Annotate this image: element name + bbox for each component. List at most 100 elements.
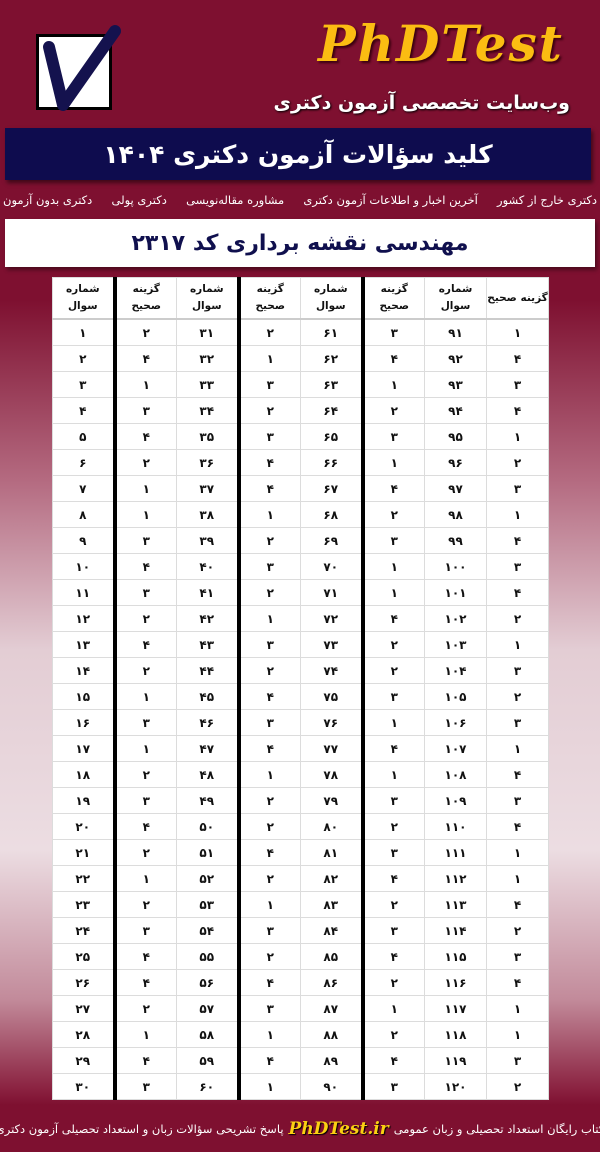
question-number: ۱۰۶: [424, 709, 487, 736]
question-number: ۶۵: [300, 423, 363, 450]
question-number: ۹: [52, 527, 115, 554]
correct-option: ۳: [112, 787, 177, 814]
brand-logo[interactable]: PhDTest: [318, 14, 564, 73]
question-number: ۹۹: [424, 527, 487, 554]
correct-option: ۴: [236, 839, 301, 866]
correct-option: ۲: [236, 813, 301, 840]
table-row: ۳ ۱ ۳۳ ۳ ۶۳ ۱ ۹۳ ۳: [52, 371, 549, 398]
question-number: ۸۰: [300, 813, 363, 840]
correct-option: ۲: [112, 657, 177, 684]
correct-option: ۳: [236, 423, 301, 450]
question-number: ۲۵: [52, 943, 115, 970]
question-number: ۳۳: [176, 371, 239, 398]
correct-option: ۳: [486, 1047, 549, 1074]
table-row: ۲۶ ۴ ۵۶ ۴ ۸۶ ۲ ۱۱۶ ۴: [52, 969, 549, 996]
table-row: ۲۷ ۲ ۵۷ ۳ ۸۷ ۱ ۱۱۷ ۱: [52, 995, 549, 1022]
question-number: ۳۱: [176, 318, 239, 346]
question-number: ۷۲: [300, 605, 363, 632]
table-row: ۳۰ ۳ ۶۰ ۱ ۹۰ ۳ ۱۲۰ ۲: [52, 1073, 549, 1100]
table-row: ۶ ۲ ۳۶ ۴ ۶۶ ۱ ۹۶ ۲: [52, 449, 549, 476]
correct-option: ۴: [236, 735, 301, 762]
question-number: ۶: [52, 449, 115, 476]
correct-option: ۳: [486, 475, 549, 502]
table-row: ۱۲ ۲ ۴۲ ۱ ۷۲ ۴ ۱۰۲ ۲: [52, 605, 549, 632]
question-number: ۹۰: [300, 1073, 363, 1100]
table-row: ۵ ۴ ۳۵ ۳ ۶۵ ۳ ۹۵ ۱: [52, 423, 549, 450]
question-number: ۱۱۴: [424, 917, 487, 944]
correct-option: ۱: [112, 475, 177, 502]
question-number: ۶۷: [300, 475, 363, 502]
question-number: ۸۱: [300, 839, 363, 866]
correct-option: ۴: [486, 527, 549, 554]
table-row: ۱۵ ۱ ۴۵ ۴ ۷۵ ۳ ۱۰۵ ۲: [52, 683, 549, 710]
question-number: ۶۰: [176, 1073, 239, 1100]
question-number: ۴۹: [176, 787, 239, 814]
question-number: ۷۰: [300, 553, 363, 580]
correct-option: ۱: [486, 865, 549, 892]
question-number: ۸: [52, 501, 115, 528]
question-number: ۷۱: [300, 579, 363, 606]
correct-option: ۲: [360, 657, 425, 684]
correct-option: ۴: [360, 735, 425, 762]
question-number: ۳۴: [176, 397, 239, 424]
correct-option: ۴: [360, 1047, 425, 1074]
footer-link-free-book[interactable]: کتاب رایگان استعداد تحصیلی و زبان عمومی: [393, 1121, 600, 1136]
nav-link-paid-phd[interactable]: دکتری پولی: [111, 193, 167, 207]
nav-link-phd-abroad[interactable]: دکتری خارج از کشور: [497, 193, 597, 207]
question-number: ۶۳: [300, 371, 363, 398]
question-number: ۴۴: [176, 657, 239, 684]
table-row: ۲۱ ۲ ۵۱ ۴ ۸۱ ۳ ۱۱۱ ۱: [52, 839, 549, 866]
header-correct-option: گزینه صحیح: [486, 277, 549, 320]
correct-option: ۲: [236, 943, 301, 970]
question-number: ۲۳: [52, 891, 115, 918]
correct-option: ۳: [360, 318, 425, 346]
correct-option: ۴: [112, 345, 177, 372]
question-number: ۳: [52, 371, 115, 398]
correct-option: ۱: [486, 735, 549, 762]
question-number: ۴۸: [176, 761, 239, 788]
question-number: ۵۶: [176, 969, 239, 996]
correct-option: ۲: [360, 813, 425, 840]
correct-option: ۲: [112, 995, 177, 1022]
footer-link-answers[interactable]: پاسخ تشریحی سؤالات زبان و استعداد تحصیلی…: [0, 1121, 284, 1136]
correct-option: ۴: [486, 397, 549, 424]
correct-option: ۲: [360, 969, 425, 996]
table-row: ۴ ۳ ۳۴ ۲ ۶۴ ۲ ۹۴ ۴: [52, 397, 549, 424]
question-number: ۷۳: [300, 631, 363, 658]
nav-link-latest-news[interactable]: آخرین اخبار و اطلاعات آزمون دکتری: [303, 193, 478, 207]
correct-option: ۲: [486, 1073, 549, 1100]
correct-option: ۱: [486, 995, 549, 1022]
correct-option: ۴: [112, 1047, 177, 1074]
question-number: ۳۶: [176, 449, 239, 476]
question-number: ۱۰: [52, 553, 115, 580]
correct-option: ۱: [112, 865, 177, 892]
question-number: ۱: [52, 318, 115, 346]
correct-option: ۳: [486, 371, 549, 398]
correct-option: ۳: [360, 839, 425, 866]
question-number: ۱۱۳: [424, 891, 487, 918]
footer-site-logo[interactable]: PhDTest.ir: [288, 1118, 389, 1139]
nav-link-article-consulting[interactable]: مشاوره مقاله‌نویسی: [186, 193, 285, 207]
nav-link-no-exam-phd[interactable]: دکتری بدون آزمون: [3, 193, 93, 207]
question-number: ۲: [52, 345, 115, 372]
correct-option: ۱: [360, 553, 425, 580]
correct-option: ۴: [112, 943, 177, 970]
question-number: ۲۸: [52, 1021, 115, 1048]
page-title: کلید سؤالات آزمون دکتری ۱۴۰۴: [5, 128, 591, 180]
question-number: ۲۷: [52, 995, 115, 1022]
question-number: ۵۱: [176, 839, 239, 866]
table-row: ۲۵ ۴ ۵۵ ۲ ۸۵ ۴ ۱۱۵ ۳: [52, 943, 549, 970]
correct-option: ۱: [236, 345, 301, 372]
correct-option: ۴: [360, 345, 425, 372]
question-number: ۵۰: [176, 813, 239, 840]
question-number: ۸۳: [300, 891, 363, 918]
table-row: ۷ ۱ ۳۷ ۴ ۶۷ ۴ ۹۷ ۳: [52, 475, 549, 502]
question-number: ۶۸: [300, 501, 363, 528]
question-number: ۹۷: [424, 475, 487, 502]
question-number: ۱۰۸: [424, 761, 487, 788]
correct-option: ۳: [486, 709, 549, 736]
question-number: ۳۵: [176, 423, 239, 450]
question-number: ۵۷: [176, 995, 239, 1022]
correct-option: ۳: [360, 917, 425, 944]
correct-option: ۱: [236, 501, 301, 528]
